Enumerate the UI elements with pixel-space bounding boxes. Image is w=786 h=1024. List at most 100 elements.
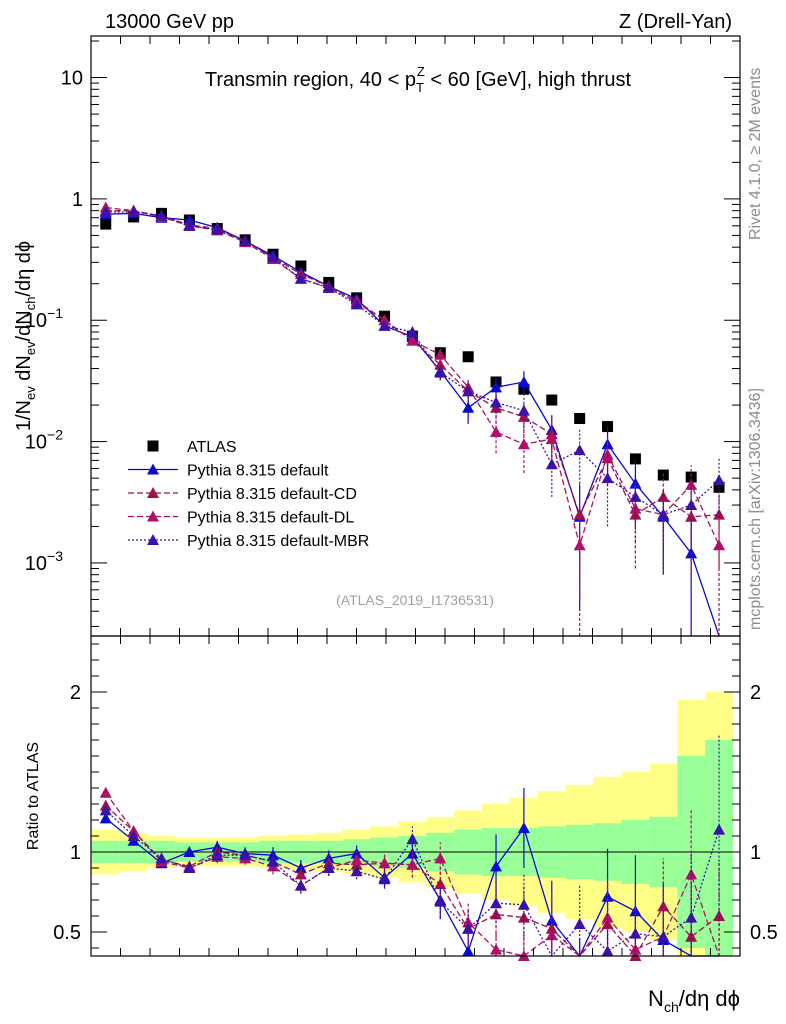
data-point [713, 539, 726, 551]
ratio-point [350, 865, 363, 877]
ratio-ylabel: Ratio to ATLAS [25, 742, 42, 850]
data-point [127, 205, 140, 217]
data-point [517, 438, 530, 450]
data-point [322, 281, 335, 293]
legend-marker [147, 463, 159, 475]
main-marks [99, 201, 726, 637]
rivet-label: Rivet 4.1.0, ≥ 2M events [747, 68, 764, 240]
data-point [546, 394, 558, 406]
legend-item: Pythia 8.315 default-DL [128, 510, 354, 527]
ratio-point [267, 849, 280, 861]
ratio-point [183, 862, 196, 873]
legend-item: Pythia 8.315 default-MBR [128, 533, 369, 550]
data-point [601, 472, 614, 484]
data-point [545, 458, 558, 470]
ratio-point [99, 804, 112, 816]
ratio-point [99, 786, 112, 798]
ratio-point [517, 822, 530, 833]
ratio-point [406, 858, 419, 870]
data-point [517, 375, 530, 387]
series-mbr [99, 205, 726, 569]
data-point [629, 477, 642, 489]
ratio-point [127, 830, 140, 841]
data-point [183, 219, 196, 231]
ratio-y-tick-label: 2 [70, 682, 81, 704]
data-point [434, 348, 447, 360]
main-ylabel: 1/Nev dNev/dNch/dη dϕ [13, 241, 38, 431]
series-line-default [105, 212, 720, 637]
ratio-line-cd [105, 805, 720, 958]
legend-label: ATLAS [187, 439, 237, 456]
legend: ATLAS Pythia 8.315 default Pythia 8.315 de… [128, 439, 369, 550]
data-point [490, 381, 503, 393]
data-point [545, 433, 558, 445]
ratio-ticks: 0.5 0.5 1 1 2 2 [53, 636, 778, 956]
ratio-point [601, 890, 614, 902]
data-point [294, 272, 307, 284]
ratio-panel: 0.5 0.5 1 1 2 2 Ratio to ATLAS [25, 635, 778, 961]
data-point [573, 444, 586, 456]
ratio-point [517, 911, 530, 923]
ratio-point [601, 945, 614, 957]
process-label: Z (Drell-Yan) [619, 11, 732, 33]
data-point [462, 385, 475, 397]
data-point [406, 334, 419, 346]
data-point [378, 314, 391, 326]
legend-marker [147, 440, 159, 452]
ratio-y-tick-label: 0.5 [750, 922, 778, 944]
ratio-point [294, 879, 307, 891]
ratio-point [294, 868, 307, 880]
analysis-ref: (ATLAS_2019_I1736531) [336, 592, 494, 608]
y-tick-label: 10−3 [25, 548, 63, 575]
data-point [239, 234, 252, 246]
ratio-point [685, 868, 698, 880]
ratio-point [657, 930, 670, 942]
legend-label: Pythia 8.315 default-CD [187, 486, 357, 503]
ratio-point [322, 862, 335, 873]
data-point [685, 471, 697, 483]
ratio-point [517, 898, 530, 910]
data-point [100, 218, 112, 230]
data-point [685, 499, 698, 511]
ratio-point [713, 823, 726, 835]
ratio-point [99, 812, 112, 824]
data-point [406, 326, 419, 338]
ratio-point [267, 855, 280, 867]
data-point [462, 401, 475, 413]
ratio-point [629, 927, 642, 939]
legend-label: Pythia 8.315 default-DL [187, 510, 354, 527]
legend-item: Pythia 8.315 default [128, 463, 329, 480]
data-point [517, 410, 530, 422]
data-point [490, 425, 503, 437]
ratio-point [378, 873, 391, 885]
ratio-point [350, 854, 363, 865]
mcplots-label: mcplots.cern.ch [arXiv:1306.3436] [747, 388, 764, 630]
ratio-point [294, 862, 307, 873]
ratio-point [462, 916, 475, 928]
data-point [629, 508, 642, 520]
ratio-point [462, 945, 475, 957]
ratio-point [406, 847, 419, 859]
data-point [267, 251, 280, 263]
ratio-point [490, 897, 503, 909]
ratio-point [629, 943, 642, 955]
ratio-point [406, 833, 419, 845]
legend-item: ATLAS [147, 439, 237, 456]
ratio-point [350, 847, 363, 859]
ratio-series-mbr [99, 733, 726, 958]
y-tick-label: 1 [72, 189, 83, 211]
data-point [490, 396, 503, 408]
x-axis-label: Nch/dη dϕ [648, 986, 740, 1015]
legend-label: Pythia 8.315 default-MBR [187, 533, 369, 550]
legend-marker [147, 534, 159, 545]
data-point [713, 474, 726, 486]
data-point [211, 223, 224, 235]
ratio-point [155, 852, 168, 864]
ratio-point [378, 857, 391, 869]
ratio-point [601, 911, 614, 923]
ratio-point [573, 918, 586, 929]
ratio-y-tick-label: 0.5 [53, 922, 81, 944]
legend-marker [147, 487, 159, 498]
ratio-marks [91, 692, 740, 961]
